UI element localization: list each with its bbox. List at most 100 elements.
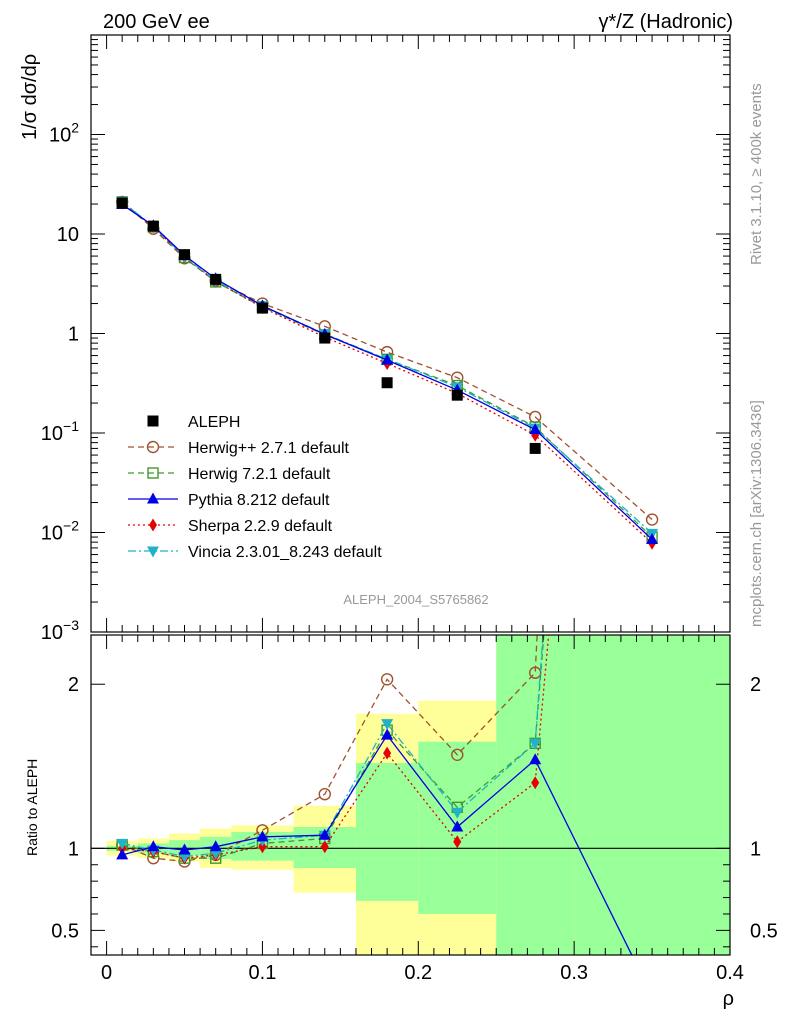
mcplots-label: mcplots.cern.ch [arXiv:1306.3436] xyxy=(748,400,765,627)
main-point-aleph-3 xyxy=(210,273,222,285)
legend-marker-herwig7 xyxy=(147,467,159,479)
ratio-point-vincia-3 xyxy=(209,848,222,860)
ratio-stat-uncertainty-band-9 xyxy=(574,635,730,955)
ratio-ylabel: Ratio to ALEPH xyxy=(24,759,40,856)
ratio-ytick-label-right: 1 xyxy=(750,838,761,860)
ratio-point-pythia-9 xyxy=(646,990,658,1001)
ratio-line-herwig7 xyxy=(122,635,545,859)
main-ytick-label: 10 xyxy=(57,224,79,246)
ratio-point-pythia-1 xyxy=(147,840,160,852)
legend-marker-pythia xyxy=(147,492,159,504)
main-point-pythia-6 xyxy=(381,353,394,365)
legend-label-vincia: Vincia 2.3.01_8.243 default xyxy=(188,544,382,561)
ratio-point-pythia-4 xyxy=(256,830,269,842)
legend-label-aleph: ALEPH xyxy=(188,414,240,431)
main-line-pythia xyxy=(121,203,653,540)
main-point-aleph-6 xyxy=(381,377,393,389)
main-series-aleph xyxy=(116,197,541,454)
main-point-herwigpp-9 xyxy=(645,513,659,526)
main-point-pythia-9 xyxy=(646,533,659,545)
main-point-aleph-7 xyxy=(451,389,463,401)
tick-label-exponent: −3 xyxy=(63,617,79,633)
main-line-sherpa xyxy=(121,202,653,544)
ratio-stat-uncertainty-band-8 xyxy=(496,635,575,955)
main-point-aleph-2 xyxy=(179,249,191,261)
tick-label-exponent: −2 xyxy=(63,518,79,534)
tick-label-base: 10 xyxy=(41,622,63,644)
legend-label-herwigpp: Herwig++ 2.7.1 default xyxy=(188,440,350,457)
ratio-ytick-label-right: 2 xyxy=(750,674,761,696)
ratio-point-vincia-2 xyxy=(178,852,191,864)
ratio-series-pythia xyxy=(116,728,658,1001)
ratio-point-sherpa-6 xyxy=(383,746,392,760)
main-ylabel: 1/σ dσ/dρ xyxy=(19,54,41,140)
legend-label-sherpa: Sherpa 2.2.9 default xyxy=(188,518,333,535)
ratio-xtick-label: 0.2 xyxy=(404,962,432,984)
ratio-stat-uncertainty-band-6 xyxy=(355,763,419,901)
header-left-title: 200 GeV ee xyxy=(103,11,210,33)
ratio-point-pythia-2 xyxy=(178,843,191,855)
ratio-point-pythia-8 xyxy=(529,753,542,765)
ratio-point-sherpa-8 xyxy=(531,776,540,790)
legend-entry-vincia: Vincia 2.3.01_8.243 default xyxy=(128,544,382,561)
tick-label-base: 10 xyxy=(41,523,63,545)
main-point-aleph-5 xyxy=(319,332,331,344)
ratio-ytick-label-left: 0.5 xyxy=(51,920,79,942)
ratio-line-vincia xyxy=(122,635,544,858)
ratio-point-herwigpp-6 xyxy=(380,673,394,686)
ratio-point-herwigpp-7 xyxy=(451,748,464,761)
main-ytick-label: 10−3 xyxy=(41,617,79,644)
ratio-ytick-label-left: 2 xyxy=(68,674,79,696)
main-ytick-label: 10−1 xyxy=(41,418,79,445)
ratio-line-pythia xyxy=(122,733,633,955)
legend-entry-sherpa: Sherpa 2.2.9 default xyxy=(128,518,333,535)
main-point-aleph-8 xyxy=(529,442,541,454)
main-point-pythia-8 xyxy=(529,423,542,435)
tick-label-base: 10 xyxy=(41,423,63,445)
ratio-point-vincia-6 xyxy=(381,719,394,731)
ratio-point-pythia-6 xyxy=(381,728,394,740)
ratio-xtick-label: 0.1 xyxy=(249,962,277,984)
ratio-point-herwigpp-8 xyxy=(528,666,542,679)
legend-entry-herwig7: Herwig 7.2.1 default xyxy=(128,466,331,483)
ratio-xtick-label: 0 xyxy=(101,962,112,984)
ratio-point-sherpa-4 xyxy=(258,840,267,854)
header-right-title: γ*/Z (Hadronic) xyxy=(599,11,733,33)
ratio-frame xyxy=(90,634,731,956)
ratio-point-pythia-7 xyxy=(451,820,464,832)
main-point-aleph-4 xyxy=(256,302,268,314)
main-ytick-label: 1 xyxy=(68,324,79,346)
ratio-point-pythia-5 xyxy=(318,828,331,840)
ratio-point-vincia-7 xyxy=(451,807,464,819)
legend-label-herwig7: Herwig 7.2.1 default xyxy=(188,466,331,483)
ratio-point-sherpa-7 xyxy=(453,835,462,849)
main-ytick-label: 102 xyxy=(49,120,79,147)
main-point-aleph-1 xyxy=(147,220,159,232)
ratio-xtick-label: 0.3 xyxy=(560,962,588,984)
ratio-point-pythia-0 xyxy=(116,848,129,860)
ratio-point-vincia-0 xyxy=(116,838,129,850)
ratio-xtick-label: 0.4 xyxy=(716,962,744,984)
main-ytick-label: 10−2 xyxy=(41,518,79,545)
legend-label-pythia: Pythia 8.212 default xyxy=(188,492,330,509)
ratio-point-sherpa-5 xyxy=(320,840,329,854)
ratio-ytick-label-right: 0.5 xyxy=(750,920,778,942)
main-point-aleph-0 xyxy=(116,197,128,209)
legend-entry-aleph: ALEPH xyxy=(147,414,240,431)
tick-label-exponent: −1 xyxy=(63,418,79,434)
legend-entry-pythia: Pythia 8.212 default xyxy=(128,492,330,509)
legend: ALEPH Herwig++ 2.7.1 default Herwig 7.2.1 … xyxy=(128,414,382,561)
legend-marker-vincia xyxy=(147,546,159,558)
ratio-point-herwigpp-5 xyxy=(318,787,331,801)
ratio-point-vincia-8 xyxy=(529,738,542,750)
rivet-version-label: Rivet 3.1.10, ≥ 400k events xyxy=(748,83,765,265)
main-frame xyxy=(90,34,731,633)
ratio-line-herwigpp xyxy=(121,635,538,863)
legend-marker-herwigpp xyxy=(146,440,160,454)
main-line-herwigpp xyxy=(121,201,653,521)
watermark: ALEPH_2004_S5765862 xyxy=(343,592,488,607)
legend-entry-herwigpp: Herwig++ 2.7.1 default xyxy=(128,440,350,457)
legend-marker-sherpa xyxy=(149,518,157,532)
